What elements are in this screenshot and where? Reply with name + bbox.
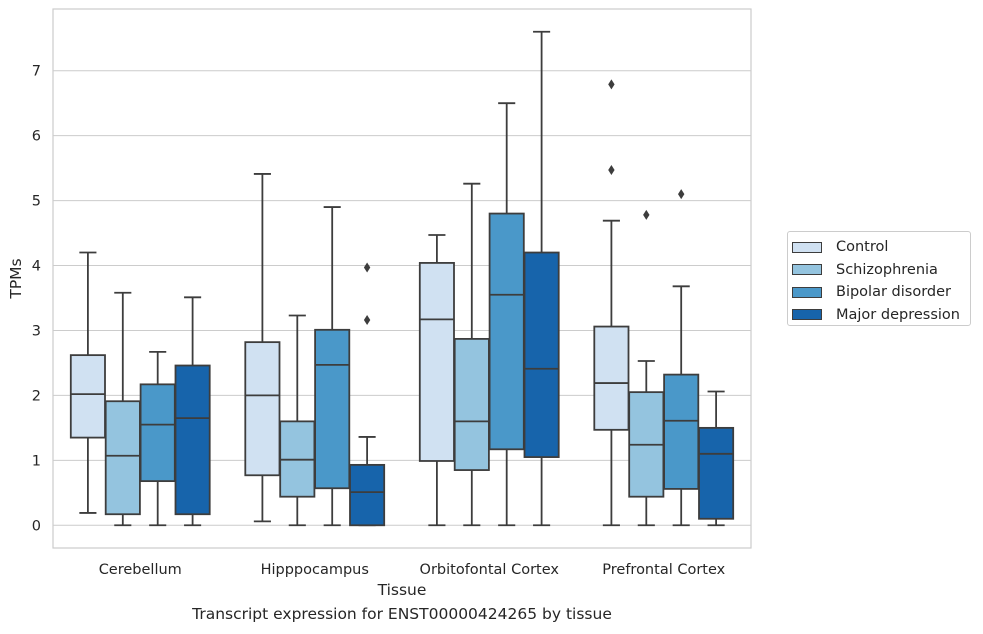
legend-item: Control [792, 236, 970, 259]
box-control [593, 325, 630, 431]
legend-swatch [792, 264, 822, 276]
y-tick-label: 4 [32, 259, 41, 275]
y-axis-label: TPMs [7, 258, 25, 299]
outlier-point [678, 189, 685, 200]
legend-swatch [792, 309, 822, 321]
legend-item: Major depression [792, 304, 970, 327]
legend-label: Schizophrenia [836, 261, 938, 278]
y-tick-label: 0 [32, 518, 41, 534]
legend-swatch [792, 286, 822, 298]
outlier-point [643, 209, 650, 220]
box-bipolar-disorder [139, 383, 176, 483]
x-tick-label: Hipppocampus [261, 562, 369, 578]
x-axis-label: Tissue [377, 581, 427, 599]
box-control [418, 262, 455, 462]
outlier-point [608, 165, 615, 176]
x-tick-label: Orbitofontal Cortex [420, 562, 560, 578]
legend-label: Bipolar disorder [836, 284, 951, 301]
box-bipolar-disorder [663, 373, 700, 490]
y-tick-label: 7 [32, 64, 41, 80]
box-major-depression [523, 251, 560, 458]
legend-label: Control [836, 239, 889, 256]
box-schizophrenia [453, 337, 490, 471]
x-tick-label: Cerebellum [99, 562, 182, 578]
y-tick-label: 2 [32, 388, 41, 404]
outlier-point [363, 262, 371, 273]
box-bipolar-disorder [488, 212, 525, 451]
y-tick-label: 1 [32, 453, 41, 469]
legend-label: Major depression [836, 306, 960, 323]
outlier-point [363, 315, 371, 326]
legend-item: Schizophrenia [792, 259, 970, 282]
legend-item: Bipolar disorder [792, 281, 970, 304]
box-control [244, 341, 281, 477]
x-tick-label: Prefrontal Cortex [602, 562, 725, 578]
y-tick-label: 5 [32, 194, 41, 210]
box-control [69, 354, 106, 439]
box-major-depression [174, 364, 211, 516]
y-tick-label: 6 [32, 129, 41, 145]
box-bipolar-disorder [314, 328, 351, 490]
chart-legend: Control Schizophrenia Bipolar disorder Majo… [787, 231, 971, 326]
box-schizophrenia [104, 400, 141, 516]
legend-swatch [792, 241, 822, 253]
plot-frame [52, 8, 752, 549]
box-major-depression [698, 426, 735, 520]
outlier-point [608, 79, 615, 90]
chart-caption: Transcript expression for ENST0000042426… [192, 605, 612, 623]
y-tick-label: 3 [32, 323, 41, 339]
box-major-depression [349, 463, 386, 527]
